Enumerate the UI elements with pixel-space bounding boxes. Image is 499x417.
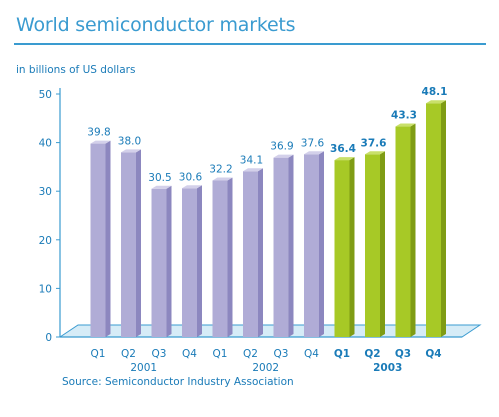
data-label: 37.6 — [361, 137, 387, 149]
y-axis-unit-label: in billions of US dollars — [16, 64, 136, 76]
bar — [395, 126, 411, 337]
y-tick-label: 50 — [39, 89, 52, 101]
bar-side — [349, 157, 355, 337]
data-label: 34.1 — [240, 154, 263, 166]
x-tick-label: Q3 — [274, 348, 289, 360]
bar — [243, 171, 258, 337]
bar-top — [426, 100, 446, 104]
data-label: 37.6 — [301, 137, 325, 149]
bar — [304, 154, 319, 337]
bar-top — [151, 185, 172, 189]
bar-side — [288, 154, 294, 337]
data-label: 36.9 — [270, 141, 293, 153]
bar — [212, 180, 228, 337]
title-rule — [14, 43, 486, 45]
data-label: 30.5 — [148, 172, 171, 184]
bar-top — [243, 168, 263, 172]
y-tick-label: 10 — [39, 283, 52, 295]
data-label: 38.0 — [118, 135, 141, 147]
bar — [90, 143, 106, 337]
bar-side — [258, 168, 263, 337]
x-tick-label: Q4 — [425, 348, 441, 360]
source-note: Source: Semiconductor Industry Associati… — [62, 376, 294, 388]
bar-top — [395, 123, 416, 127]
bar-side — [441, 100, 446, 337]
bar-side — [380, 151, 385, 337]
y-tick-label: 0 — [45, 332, 52, 344]
bar-side — [166, 185, 172, 337]
data-label: 32.2 — [209, 164, 232, 176]
y-tick-label: 40 — [39, 138, 52, 150]
bar-top — [334, 157, 355, 161]
x-tick-label: Q3 — [152, 348, 167, 360]
x-tick-label: Q2 — [243, 348, 258, 360]
bar-side — [197, 185, 202, 337]
data-label: 39.8 — [87, 127, 110, 139]
bar — [273, 157, 289, 337]
bar-top — [212, 177, 233, 181]
bar-side — [227, 177, 233, 337]
bar-side — [105, 140, 111, 337]
x-tick-label: Q1 — [91, 348, 106, 360]
year-label: 2001 — [130, 362, 157, 374]
bar-top — [90, 140, 111, 144]
bar — [426, 103, 441, 337]
bar — [334, 160, 350, 337]
y-tick-label: 20 — [39, 235, 52, 247]
year-label: 2003 — [373, 362, 402, 374]
x-tick-label: Q1 — [213, 348, 228, 360]
bar-side — [410, 123, 416, 337]
bar-top — [304, 151, 324, 155]
bar — [121, 152, 136, 337]
bar-top — [273, 154, 294, 158]
y-tick-label: 30 — [39, 186, 52, 198]
year-label: 2002 — [252, 362, 279, 374]
chart-title: World semiconductor markets — [16, 14, 296, 36]
data-label: 36.4 — [330, 143, 356, 155]
data-label: 48.1 — [422, 86, 448, 98]
x-tick-label: Q2 — [121, 348, 136, 360]
bar-side — [136, 149, 141, 337]
bar-top — [365, 151, 385, 155]
x-tick-label: Q4 — [304, 348, 319, 360]
bar — [365, 154, 380, 337]
x-tick-label: Q4 — [182, 348, 197, 360]
bar-side — [319, 151, 324, 337]
bar-top — [121, 149, 141, 153]
bar — [182, 188, 197, 337]
data-label: 43.3 — [391, 110, 417, 122]
x-tick-label: Q2 — [364, 348, 380, 360]
x-tick-label: Q3 — [395, 348, 411, 360]
data-label: 30.6 — [179, 171, 203, 183]
bar — [151, 188, 167, 337]
bar-top — [182, 185, 202, 189]
x-tick-label: Q1 — [334, 348, 350, 360]
